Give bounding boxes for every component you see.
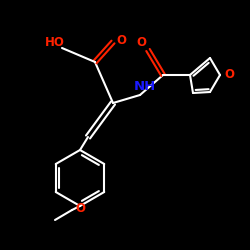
- Text: O: O: [224, 68, 234, 82]
- Text: O: O: [75, 202, 85, 214]
- Text: NH: NH: [134, 80, 156, 94]
- Text: O: O: [116, 34, 126, 46]
- Text: HO: HO: [45, 36, 65, 50]
- Text: O: O: [136, 36, 146, 50]
